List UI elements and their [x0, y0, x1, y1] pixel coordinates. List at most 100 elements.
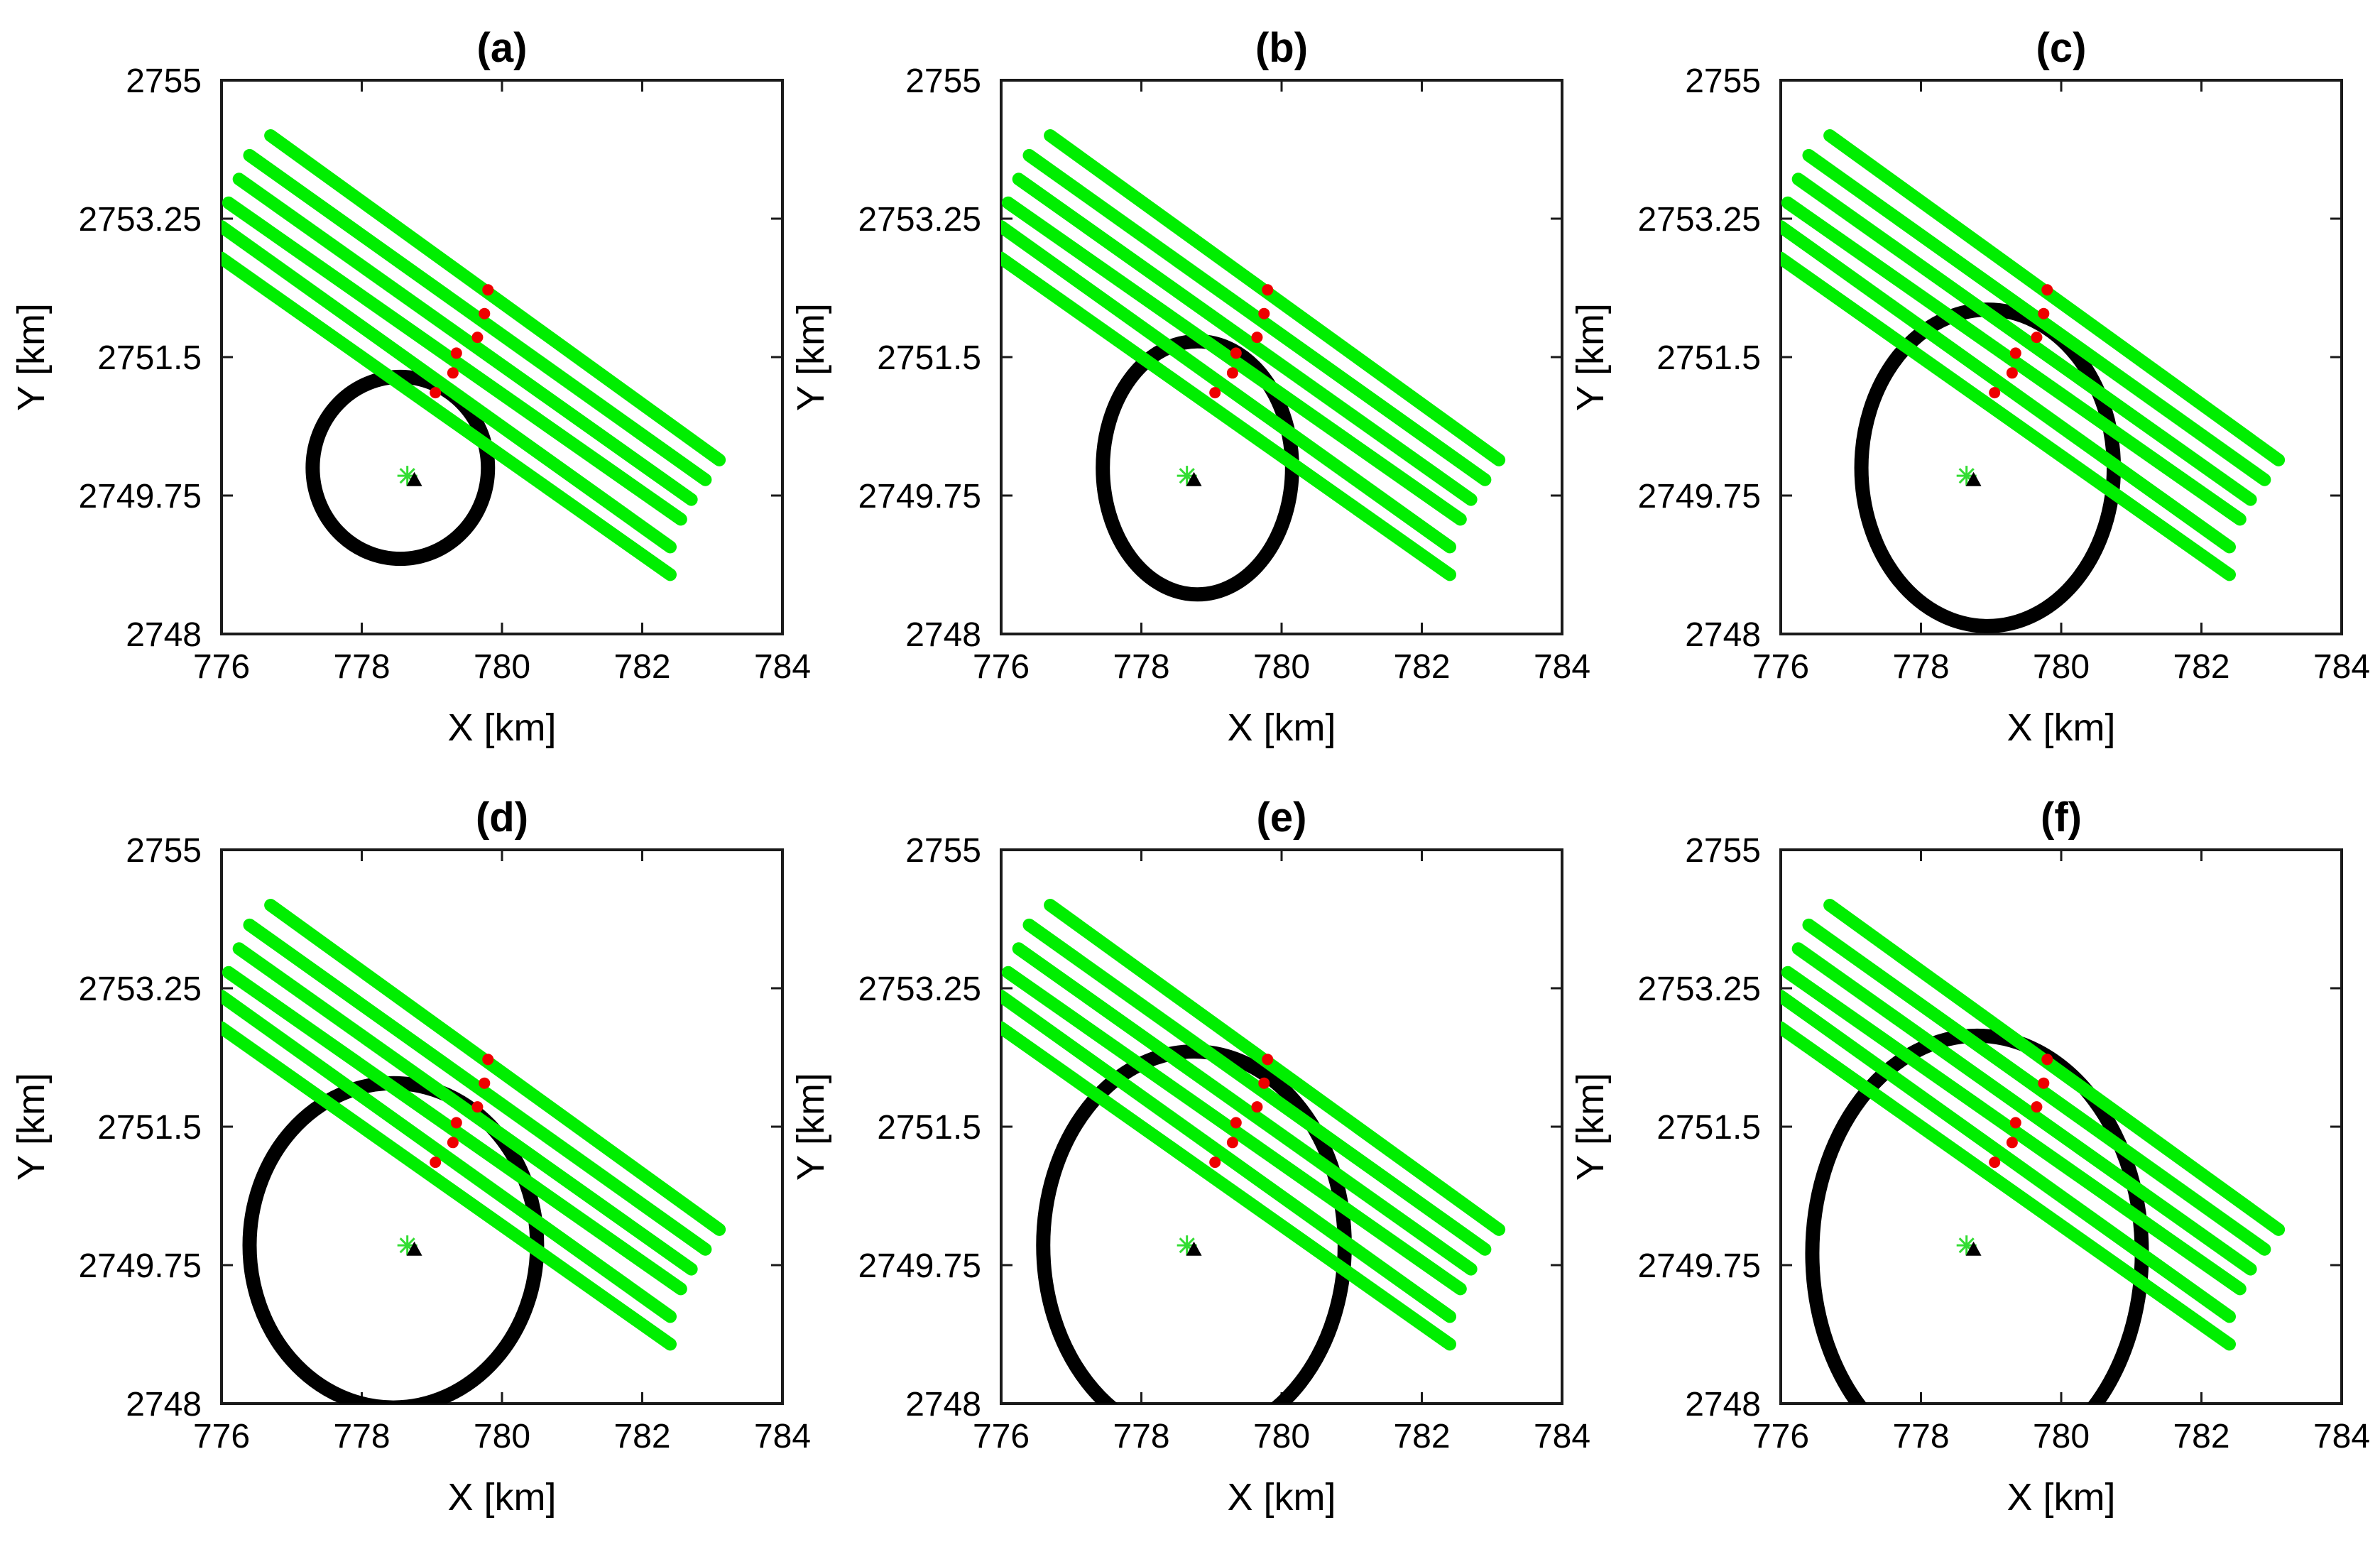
survey-track-6: [1781, 1021, 2236, 1351]
survey-track-2: [1022, 918, 1492, 1256]
panel-b: 776 778 780 782 784 2748 2749.75 2751.5 2753.25 2…: [790, 25, 1590, 749]
y-tick-label: 2755: [1685, 832, 1761, 870]
y-tick-label: 2751.5: [877, 339, 981, 377]
survey-track-3: [232, 942, 698, 1276]
detection-point-5: [447, 367, 459, 379]
y-tick-label: 2753.25: [78, 970, 202, 1008]
y-axis-label: Y [km]: [1569, 303, 1612, 411]
x-axis-label: X [km]: [1227, 1476, 1336, 1519]
panel-e: 776 778 780 782 784 2748 2749.75 2751.5 2753.25 2…: [790, 794, 1590, 1519]
detection-point-1: [482, 1054, 494, 1066]
y-tick-label: 2749.75: [78, 478, 202, 515]
x-tick-label: 784: [754, 648, 811, 686]
y-axis-label: Y [km]: [10, 1073, 53, 1181]
y-tick-label: 2748: [905, 616, 981, 654]
survey-track-4: [1001, 966, 1467, 1296]
detection-point-3: [1251, 1101, 1263, 1113]
detection-point-5: [1226, 367, 1238, 379]
source-triangle: [406, 1241, 422, 1256]
panel-d: 776 778 780 782 784 2748 2749.75 2751.5 2753.25 2…: [10, 794, 811, 1519]
x-tick-label: 780: [474, 648, 530, 686]
detection-point-5: [447, 1137, 459, 1149]
x-tick-label: 782: [1393, 648, 1450, 686]
center-marker-stroke: [399, 468, 415, 484]
y-tick-label: 2751.5: [877, 1109, 981, 1147]
y-tick-label: 2749.75: [78, 1247, 202, 1285]
x-tick-label: 778: [1113, 648, 1169, 686]
y-tick-label: 2755: [126, 62, 202, 100]
x-tick-label: 784: [1534, 1418, 1590, 1455]
survey-track-2: [243, 918, 712, 1256]
detection-point-4: [450, 347, 462, 359]
detection-point-2: [1258, 307, 1270, 319]
detection-point-2: [479, 307, 491, 319]
detection-point-3: [2031, 332, 2043, 344]
detection-point-6: [1989, 387, 2001, 399]
survey-track-6: [222, 1021, 677, 1351]
survey-track-6: [1781, 251, 2236, 581]
center-marker-stroke: [1179, 468, 1195, 484]
detection-point-4: [2009, 347, 2021, 359]
detection-point-6: [1209, 1156, 1221, 1169]
x-tick-label: 776: [1752, 648, 1809, 686]
x-tick-label: 780: [1253, 1418, 1310, 1455]
x-tick-label: 782: [2173, 648, 2229, 686]
center-marker-stroke: [1179, 1237, 1195, 1254]
survey-track-6: [1001, 1021, 1456, 1351]
y-tick-label: 2749.75: [858, 478, 981, 515]
detection-point-5: [2006, 1137, 2018, 1149]
detection-point-1: [482, 284, 494, 296]
survey-track-1: [1823, 899, 2286, 1236]
panel-f: 776 778 780 782 784 2748 2749.75 2751.5 2753.25 2…: [1569, 794, 2370, 1519]
survey-track-4: [222, 966, 687, 1296]
detection-point-6: [1989, 1156, 2001, 1169]
survey-track-4: [222, 196, 687, 526]
y-tick-label: 2748: [905, 1386, 981, 1423]
survey-track-2: [1022, 148, 1492, 486]
y-tick-label: 2755: [905, 832, 981, 870]
x-tick-label: 780: [474, 1418, 530, 1455]
detection-point-2: [2038, 307, 2050, 319]
survey-track-3: [232, 173, 698, 506]
survey-track-5: [1001, 220, 1456, 554]
y-tick-label: 2751.5: [1656, 339, 1761, 377]
survey-track-5: [1781, 220, 2236, 554]
x-tick-label: 784: [2313, 1418, 2370, 1455]
panel-c: 776 778 780 782 784 2748 2749.75 2751.5 2753.25 2…: [1569, 25, 2370, 749]
panel-title: (d): [476, 794, 528, 841]
center-marker-stroke: [1958, 468, 1975, 484]
x-tick-label: 782: [613, 648, 670, 686]
x-axis-label: X [km]: [1227, 706, 1336, 749]
detection-point-6: [430, 1156, 442, 1169]
x-tick-label: 780: [2033, 648, 2090, 686]
survey-track-4: [1781, 196, 2247, 526]
survey-track-5: [222, 990, 677, 1323]
detection-point-6: [1209, 387, 1221, 399]
x-tick-label: 776: [1752, 1418, 1809, 1455]
panel-title: (b): [1255, 25, 1308, 71]
x-axis-label: X [km]: [2007, 1476, 2115, 1519]
survey-track-4: [1781, 966, 2247, 1296]
x-tick-label: 776: [973, 1418, 1030, 1455]
survey-track-5: [1781, 990, 2236, 1323]
x-axis-label: X [km]: [2007, 706, 2115, 749]
detection-point-3: [471, 1101, 484, 1113]
source-triangle: [1965, 1241, 1982, 1256]
x-tick-label: 776: [193, 648, 250, 686]
x-tick-label: 778: [333, 648, 390, 686]
survey-track-1: [1044, 899, 1506, 1236]
source-triangle: [1186, 471, 1202, 486]
source-triangle: [1186, 1241, 1202, 1256]
x-tick-label: 784: [2313, 648, 2370, 686]
x-tick-label: 784: [754, 1418, 811, 1455]
survey-track-3: [1791, 942, 2257, 1276]
x-tick-label: 778: [333, 1418, 390, 1455]
x-tick-label: 782: [2173, 1418, 2229, 1455]
source-triangle: [1965, 471, 1982, 486]
survey-track-5: [222, 220, 677, 554]
x-tick-label: 780: [1253, 648, 1310, 686]
survey-track-1: [1044, 129, 1506, 466]
detection-point-5: [2006, 367, 2018, 379]
panel-title: (c): [2036, 25, 2087, 71]
